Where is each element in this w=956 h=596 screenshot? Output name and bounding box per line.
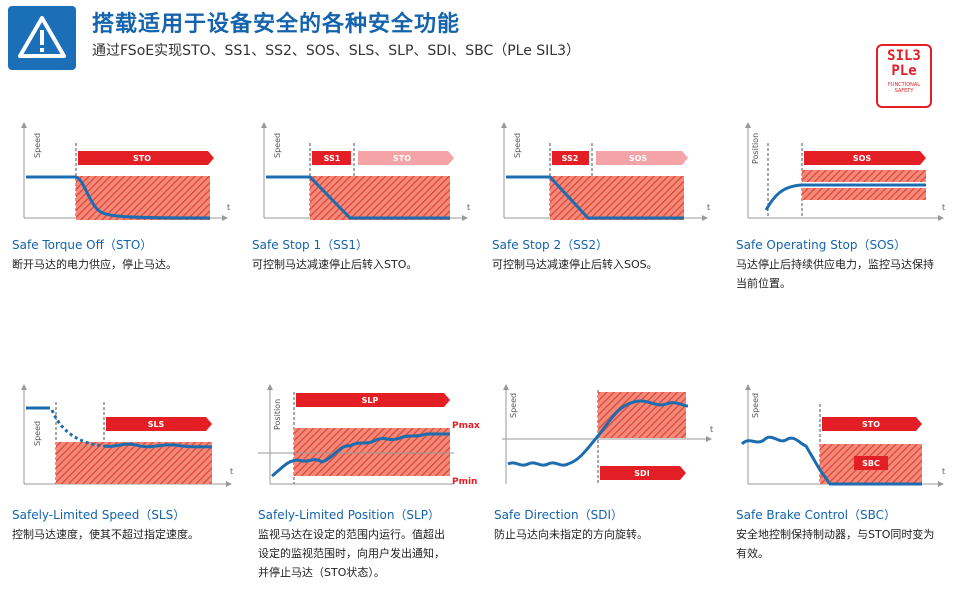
panel-title-sos: Safe Operating Stop（SOS） xyxy=(736,238,907,252)
ss2-speed-curve xyxy=(506,175,684,220)
ss1-bar xyxy=(312,151,351,165)
sbc-sto-bar-label: STO xyxy=(862,420,880,429)
slp-bar-label: SLP xyxy=(362,396,379,405)
panel-title-sbc: Safe Brake Control（SBC） xyxy=(736,508,897,522)
panel-title-slp: Safely-Limited Position（SLP） xyxy=(258,508,440,522)
ss1-speed-curve xyxy=(266,175,450,220)
sos-bar xyxy=(804,151,926,165)
sto-bar-label: STO xyxy=(133,154,151,163)
sil3-ple-badge: SIL3 PLe FUNCTIONAL SAFETY xyxy=(876,44,932,108)
panel-desc-sdi: 防止马达向未指定的方向旋转。 xyxy=(494,528,648,541)
speed-axis-label: Speed xyxy=(273,133,282,158)
badge-safety-label: SAFETY xyxy=(894,88,914,94)
speed-axis-label: Speed xyxy=(509,393,518,418)
ss1-diagram: Speed t SS1 STO xyxy=(261,122,470,221)
panel-sos: Position t SOS Safe Operating Stop（SOS） … xyxy=(736,118,956,298)
sls-speed-curve-decel xyxy=(50,409,105,448)
sls-diagram: Speed t SLS xyxy=(21,384,233,487)
panel-desc-ss1: 可控制马达减速停止后转入STO。 xyxy=(252,258,418,271)
panel-desc-sto: 断开马达的电力供应，停止马达。 xyxy=(12,258,177,271)
time-axis-label: t xyxy=(942,203,945,212)
sto-bar xyxy=(78,151,214,165)
position-axis-label: Position xyxy=(751,133,760,164)
panel-desc-ss2: 可控制马达减速停止后转入SOS。 xyxy=(492,258,658,271)
sdi-bar-label: SDI xyxy=(634,469,649,478)
panel-sbc: Speed t STO SBC Safe Brake Control（SBC） … xyxy=(736,384,956,574)
sls-bar-label: SLS xyxy=(148,420,165,429)
ss1-hatched-zone xyxy=(310,176,450,220)
speed-axis-label: Speed xyxy=(513,133,522,158)
sto-speed-curve xyxy=(26,175,211,220)
sls-hatched-zone xyxy=(56,442,212,484)
sdi-hatched-zone xyxy=(598,392,686,438)
slp-bar xyxy=(296,393,450,407)
panel-title-sto: Safe Torque Off（STO） xyxy=(12,238,153,252)
sls-speed-curve-limited xyxy=(103,442,213,449)
warning-badge xyxy=(8,6,76,70)
sbc-bar xyxy=(854,456,888,470)
sto-diagram: Speed t STO xyxy=(21,122,230,221)
panel-desc-sbc: 安全地控制保持制动器，与STO同时变为有效。 xyxy=(736,528,935,560)
sdi-speed-curve xyxy=(507,399,689,467)
sls-bar xyxy=(106,417,212,431)
time-axis-label: t xyxy=(710,425,713,434)
sos-bar-label: SOS xyxy=(853,154,872,163)
ss1-bar-label: SS1 xyxy=(324,154,341,163)
slp-pmin-label: Pmin xyxy=(452,477,477,487)
panel-title-sls: Safely-Limited Speed（SLS） xyxy=(12,508,186,522)
sdi-diagram: Speed t SDI xyxy=(502,384,713,484)
page-title: 搭载适用于设备安全的各种安全功能 xyxy=(92,12,461,37)
sbc-sto-bar xyxy=(822,417,922,431)
time-axis-label: t xyxy=(230,467,233,476)
time-axis-label: t xyxy=(942,467,945,476)
speed-axis-label: Speed xyxy=(33,421,42,446)
slp-diagram: Position SLP Pmax Pmin xyxy=(258,384,480,487)
sbc-speed-curve xyxy=(740,435,922,486)
ss1-sto-bar-label: STO xyxy=(393,154,411,163)
slp-pmax-label: Pmax xyxy=(452,421,480,431)
badge-functional-label: FUNCTIONAL xyxy=(887,82,921,88)
panel-slp: Position SLP Pmax Pmin Safely-Limited Po… xyxy=(258,384,483,596)
ss2-hatched-zone xyxy=(550,176,684,220)
panel-title-ss2: Safe Stop 2（SS2） xyxy=(492,238,608,252)
panel-ss2: Speed t SS2 SOS Safe Stop 2（SS2） 可控制马达减速… xyxy=(492,118,717,278)
ss2-bar-label: SS2 xyxy=(562,154,579,163)
sdi-bar xyxy=(600,466,686,480)
badge-sil3-label: SIL3 xyxy=(887,48,921,64)
time-axis-label: t xyxy=(227,203,230,212)
sos-position-curve xyxy=(764,183,926,211)
sbc-diagram: Speed t STO SBC xyxy=(740,384,945,487)
time-axis-label: t xyxy=(707,203,710,212)
ss2-sos-bar xyxy=(596,151,688,165)
panel-desc-sls: 控制马达速度，使其不超过指定速度。 xyxy=(12,528,199,541)
time-axis-label: t xyxy=(467,203,470,212)
panel-sto: Speed t STO Safe Torque Off（STO） 断开马达的电力… xyxy=(12,118,237,278)
panel-desc-sos: 马达停止后持续供应电力，监控马达保持当前位置。 xyxy=(736,258,934,290)
slp-position-curve xyxy=(271,432,450,478)
page-subtitle: 通过FSoE实现STO、SS1、SS2、SOS、SLS、SLP、SDI、SBC（… xyxy=(92,43,581,59)
sos-diagram: Position t SOS xyxy=(745,122,945,221)
panel-sls: Speed t SLS Safely-Limited Speed（SLS） 控制… xyxy=(12,384,237,574)
panel-sdi: Speed t SDI Safe Direction（SDI） 防止马达向未指定… xyxy=(494,384,719,564)
panel-title-ss1: Safe Stop 1（SS1） xyxy=(252,238,368,252)
position-axis-label: Position xyxy=(273,399,282,430)
speed-axis-label: Speed xyxy=(33,133,42,158)
ss2-diagram: Speed t SS2 SOS xyxy=(501,122,710,221)
panel-title-sdi: Safe Direction（SDI） xyxy=(494,508,624,522)
warning-triangle-icon xyxy=(18,16,66,58)
ss2-bar xyxy=(552,151,589,165)
badge-ple-label: PLe xyxy=(891,63,917,79)
ss1-sto-bar xyxy=(358,151,454,165)
speed-axis-label: Speed xyxy=(751,393,760,418)
panel-ss1: Speed t SS1 STO Safe Stop 1（SS1） 可控制马达减速… xyxy=(252,118,477,278)
sbc-bar-label: SBC xyxy=(862,459,880,468)
ss2-sos-bar-label: SOS xyxy=(629,154,648,163)
sto-hatched-zone xyxy=(76,176,210,220)
panel-desc-slp: 监视马达在设定的范围内运行。值超出设定的监视范围时，向用户发出通知，并停止马达（… xyxy=(258,528,445,579)
